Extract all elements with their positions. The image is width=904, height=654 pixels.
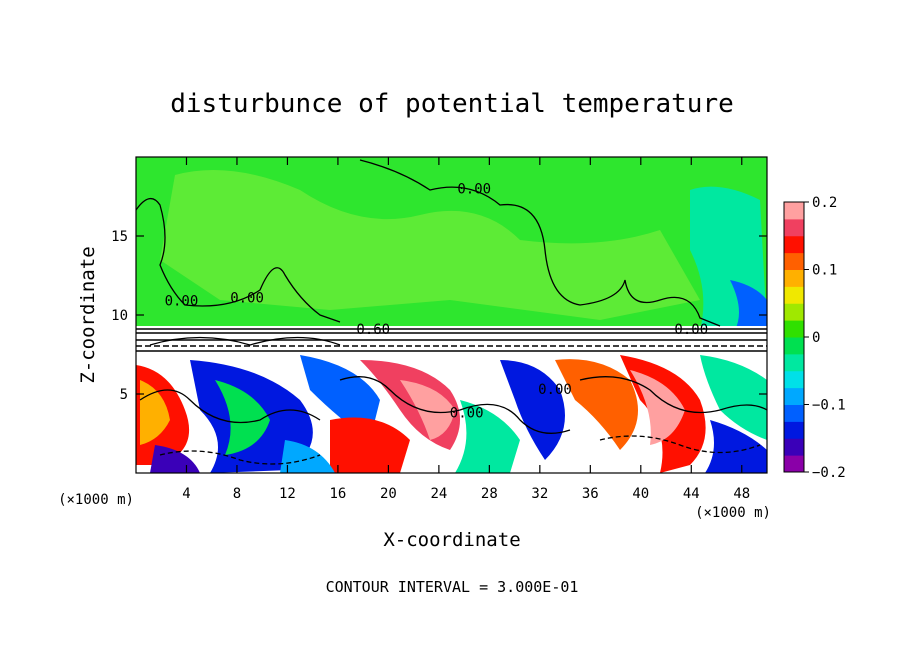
inversion-contours xyxy=(136,328,767,352)
x-tick-label: 28 xyxy=(481,486,498,502)
x-tick-label: 16 xyxy=(329,486,346,502)
x-tick-label: 12 xyxy=(279,486,296,502)
x-tick-label: 44 xyxy=(683,486,700,502)
colorbar-tick-label: −0.1 xyxy=(812,398,846,414)
colorbar-swatch xyxy=(784,235,804,254)
colorbar-swatch xyxy=(784,337,804,355)
contour-label: 0.00 xyxy=(674,322,708,338)
contour-label: 0.00 xyxy=(450,406,484,422)
y-tick-label: 10 xyxy=(111,308,128,324)
x-tick-label: 48 xyxy=(733,486,750,502)
colorbar-swatch xyxy=(784,438,804,456)
colorbar-swatch xyxy=(784,286,804,304)
colorbar-swatch xyxy=(784,269,804,287)
x-tick-label: 8 xyxy=(233,486,241,502)
y-axis: 5 10 15 xyxy=(111,229,767,403)
y-axis-title: Z-coordinate xyxy=(77,246,99,383)
colorbar-swatch xyxy=(784,320,804,338)
chart-title: disturbunce of potential temperature xyxy=(170,89,734,119)
colorbar-tick-label: −0.2 xyxy=(812,465,846,481)
x-tick-label: 24 xyxy=(430,486,447,502)
colorbar-swatch xyxy=(784,202,804,220)
upper-field-light-patch xyxy=(160,170,700,320)
colorbar-swatch xyxy=(784,421,804,439)
y-tick-label: 15 xyxy=(111,229,128,245)
x-tick-label: 36 xyxy=(582,486,599,502)
x-axis-title: X-coordinate xyxy=(383,529,520,551)
plot-area xyxy=(136,157,767,473)
x-tick-label: 32 xyxy=(531,486,548,502)
colorbar-swatch xyxy=(784,303,804,321)
contour-label-layer: 0.00 0.00 0.00 0.00 0.60 0.00 0.00 xyxy=(165,181,709,421)
colorbar-tick-label: 0.1 xyxy=(812,263,837,279)
x-tick-label: 4 xyxy=(182,486,190,502)
colorbar-swatch xyxy=(784,387,804,405)
x-tick-label: 40 xyxy=(632,486,649,502)
colorbar-swatch xyxy=(784,455,804,473)
contour-label: 0.00 xyxy=(538,382,572,398)
y-tick-label: 5 xyxy=(120,387,128,403)
contour-label: 0.00 xyxy=(165,294,199,310)
x-axis: 4 8 12 16 20 24 28 32 36 40 44 48 xyxy=(182,157,750,502)
contour-label: 0.00 xyxy=(457,181,491,197)
x-unit-label: (×1000 m) xyxy=(695,505,771,521)
contour-label: 0.60 xyxy=(356,322,390,338)
colorbar-swatch xyxy=(784,370,804,389)
colorbar: 0.2 0.1 0 −0.1 −0.2 xyxy=(783,195,846,481)
colorbar-swatch xyxy=(784,353,804,372)
contour-label: 0.00 xyxy=(230,290,264,306)
y-unit-label: (×1000 m) xyxy=(58,492,134,508)
upper-field-blue-patch xyxy=(730,280,767,330)
contour-interval-label: CONTOUR INTERVAL = 3.000E-01 xyxy=(326,578,579,596)
x-tick-label: 20 xyxy=(380,486,397,502)
colorbar-tick-label: 0 xyxy=(812,330,820,346)
colorbar-swatch xyxy=(784,404,804,422)
contour-lines xyxy=(136,159,767,465)
colorbar-tick-label: 0.2 xyxy=(812,195,837,211)
colorbar-swatch xyxy=(784,218,804,237)
colorbar-swatch xyxy=(784,252,804,270)
